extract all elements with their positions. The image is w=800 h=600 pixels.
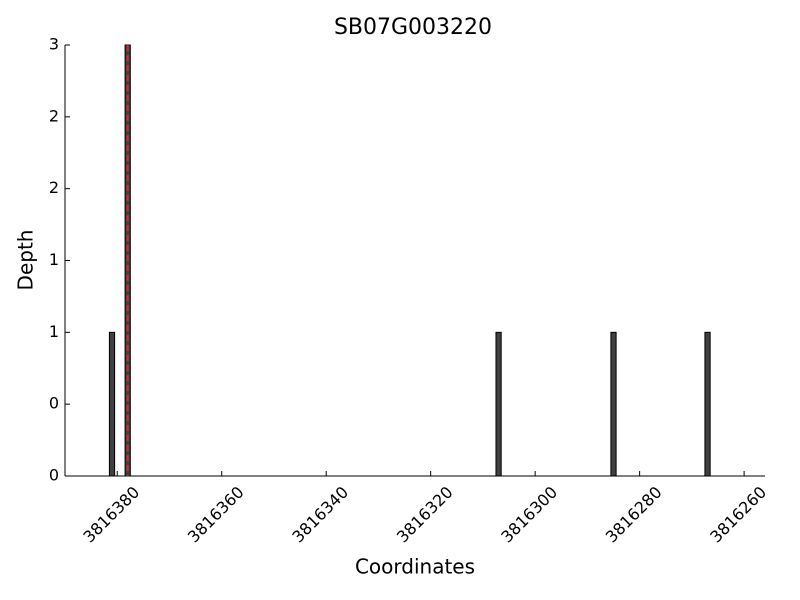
y-axis-label: Depth bbox=[14, 230, 38, 291]
x-tick-label: 3816260 bbox=[706, 483, 770, 547]
y-tick-label: 1 bbox=[49, 322, 59, 341]
y-tick-label: 3 bbox=[49, 35, 59, 54]
bar bbox=[704, 331, 711, 477]
y-tick-label: 2 bbox=[49, 106, 59, 125]
chart-title: SB07G003220 bbox=[334, 15, 492, 40]
bar bbox=[495, 331, 502, 477]
x-tick-label: 3816360 bbox=[184, 483, 248, 547]
y-tick-label: 0 bbox=[49, 466, 59, 485]
bar bbox=[108, 331, 116, 477]
x-axis-label: Coordinates bbox=[355, 555, 475, 579]
x-tick-label: 3816300 bbox=[497, 483, 561, 547]
x-tick-label: 3816340 bbox=[288, 483, 352, 547]
x-tick-label: 3816320 bbox=[393, 483, 457, 547]
y-tick-label: 2 bbox=[49, 178, 59, 197]
y-tick-label: 1 bbox=[49, 250, 59, 269]
y-tick-label: 0 bbox=[49, 394, 59, 413]
x-tick-label: 3816380 bbox=[79, 483, 143, 547]
bar bbox=[610, 331, 617, 477]
x-tick-label: 3816280 bbox=[602, 483, 666, 547]
